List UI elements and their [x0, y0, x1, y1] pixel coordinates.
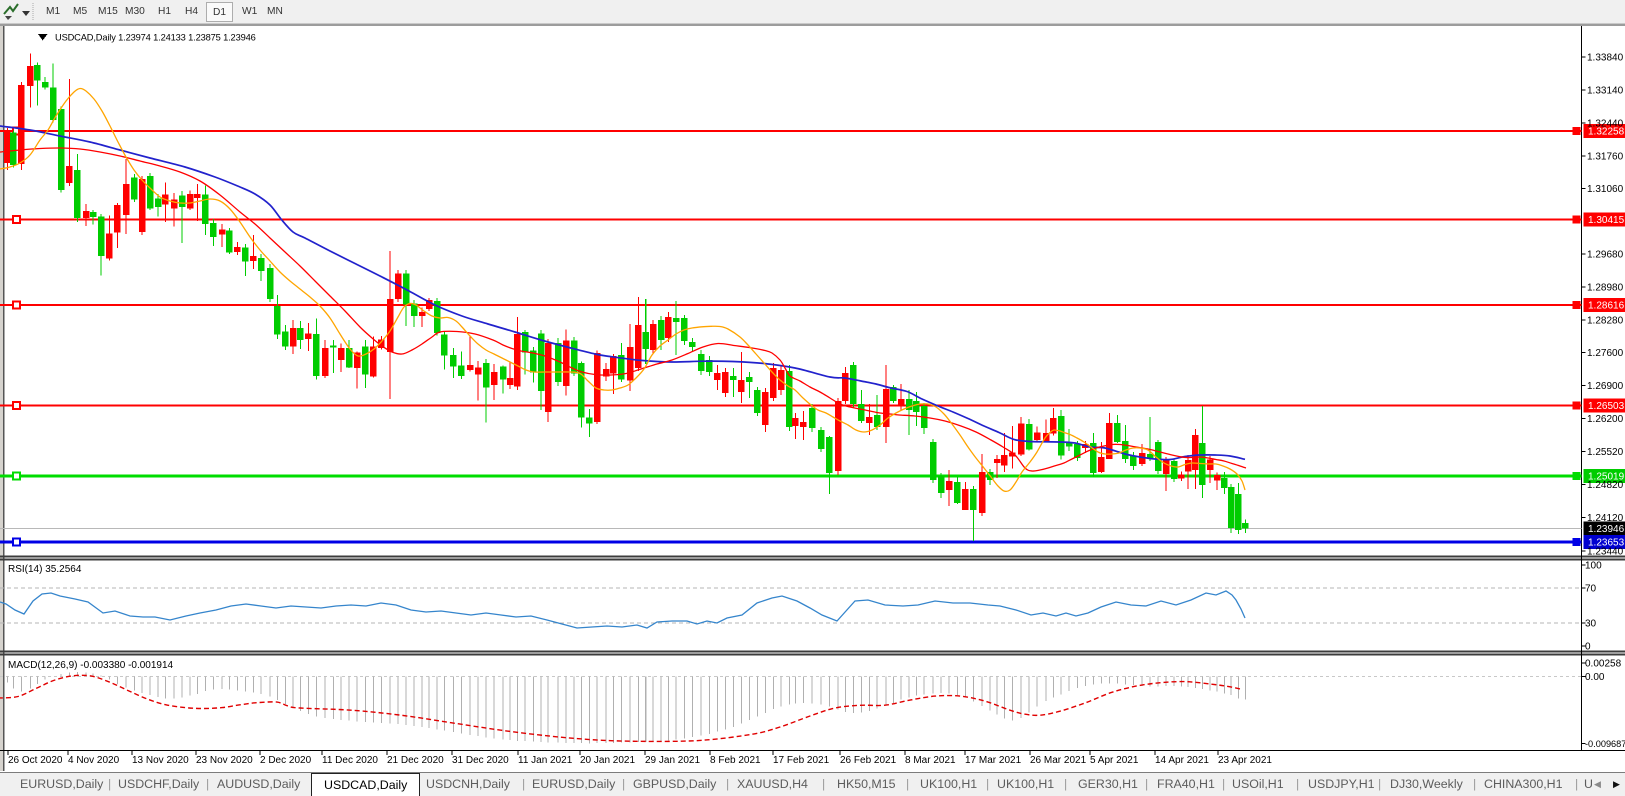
svg-text:100: 100 [1585, 561, 1602, 572]
svg-text:26 Oct 2020: 26 Oct 2020 [8, 755, 63, 766]
svg-text:1.31760: 1.31760 [1587, 152, 1624, 163]
svg-text:17 Feb 2021: 17 Feb 2021 [773, 755, 830, 766]
svg-text:1.29680: 1.29680 [1587, 250, 1624, 261]
svg-text:1.32440: 1.32440 [1587, 119, 1624, 130]
svg-text:1.25520: 1.25520 [1587, 447, 1624, 458]
svg-text:20 Jan 2021: 20 Jan 2021 [580, 755, 635, 766]
svg-text:1.24120: 1.24120 [1587, 513, 1624, 524]
svg-text:8 Feb 2021: 8 Feb 2021 [710, 755, 761, 766]
svg-text:11 Jan 2021: 11 Jan 2021 [518, 755, 573, 766]
svg-text:1.33140: 1.33140 [1587, 86, 1624, 97]
svg-text:1.26900: 1.26900 [1587, 381, 1624, 392]
svg-text:1.26200: 1.26200 [1587, 414, 1624, 425]
svg-text:1.31060: 1.31060 [1587, 184, 1624, 195]
svg-text:1.27600: 1.27600 [1587, 348, 1624, 359]
svg-text:1.28980: 1.28980 [1587, 283, 1624, 294]
svg-text:1.25019: 1.25019 [1588, 472, 1625, 483]
svg-text:13 Nov 2020: 13 Nov 2020 [132, 755, 189, 766]
svg-text:23 Nov 2020: 23 Nov 2020 [196, 755, 253, 766]
svg-text:1.32258: 1.32258 [1588, 127, 1625, 138]
svg-text:4 Nov 2020: 4 Nov 2020 [68, 755, 120, 766]
svg-text:21 Dec 2020: 21 Dec 2020 [387, 755, 444, 766]
svg-text:1.30415: 1.30415 [1588, 215, 1625, 226]
svg-text:8 Mar 2021: 8 Mar 2021 [905, 755, 956, 766]
svg-text:1.26503: 1.26503 [1588, 401, 1625, 412]
svg-text:70: 70 [1585, 584, 1597, 595]
svg-text:23 Apr 2021: 23 Apr 2021 [1218, 755, 1272, 766]
svg-text:1.23440: 1.23440 [1587, 547, 1624, 558]
svg-text:2 Dec 2020: 2 Dec 2020 [260, 755, 312, 766]
svg-text:17 Mar 2021: 17 Mar 2021 [965, 755, 1022, 766]
svg-text:0: 0 [1585, 642, 1591, 653]
svg-text:5 Apr 2021: 5 Apr 2021 [1090, 755, 1139, 766]
svg-text:-0.009687: -0.009687 [1585, 739, 1625, 749]
svg-text:MACD(12,26,9) -0.003380 -0.001: MACD(12,26,9) -0.003380 -0.001914 [8, 660, 174, 671]
svg-text:1.23653: 1.23653 [1588, 538, 1625, 549]
svg-text:1.28280: 1.28280 [1587, 316, 1624, 327]
svg-text:11 Dec 2020: 11 Dec 2020 [322, 755, 378, 766]
svg-text:0.00: 0.00 [1585, 672, 1605, 683]
svg-text:1.23946: 1.23946 [1588, 524, 1625, 535]
svg-text:1.28616: 1.28616 [1588, 301, 1625, 312]
svg-text:0.00258: 0.00258 [1585, 659, 1622, 670]
svg-text:26 Feb 2021: 26 Feb 2021 [840, 755, 897, 766]
svg-text:31 Dec 2020: 31 Dec 2020 [452, 755, 509, 766]
svg-text:1.33840: 1.33840 [1587, 53, 1624, 64]
svg-text:26 Mar 2021: 26 Mar 2021 [1030, 755, 1087, 766]
svg-text:USDCAD,Daily 1.23974 1.24133: USDCAD,Daily 1.23974 1.24133 1.23875 1.2… [55, 33, 256, 43]
svg-text:RSI(14) 35.2564: RSI(14) 35.2564 [8, 564, 82, 575]
svg-text:29 Jan 2021: 29 Jan 2021 [645, 755, 700, 766]
svg-text:1.24820: 1.24820 [1587, 480, 1624, 491]
svg-text:14 Apr 2021: 14 Apr 2021 [1155, 755, 1209, 766]
svg-text:30: 30 [1585, 619, 1597, 630]
